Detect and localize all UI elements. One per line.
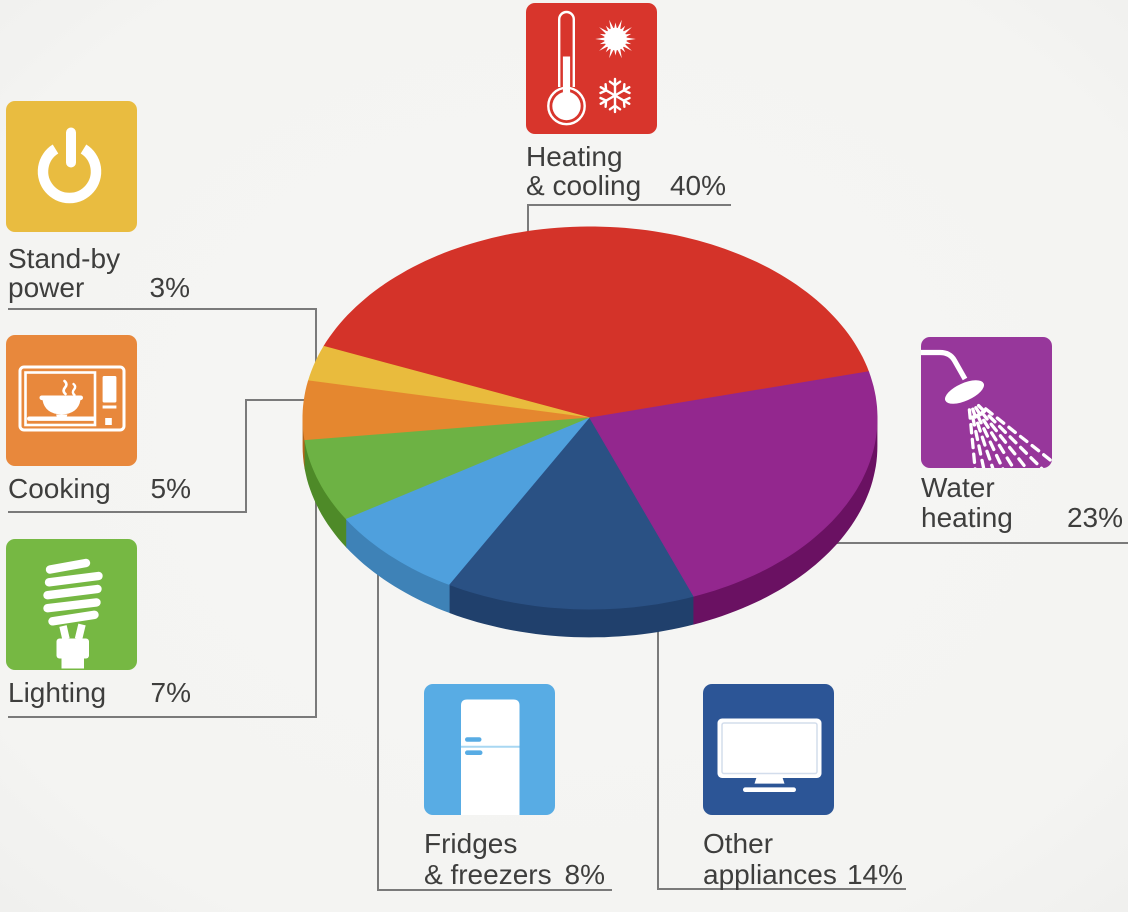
svg-text:7%: 7% — [151, 677, 191, 708]
svg-text:14%: 14% — [847, 859, 903, 890]
svg-text:3%: 3% — [150, 272, 190, 303]
svg-text:& cooling: & cooling — [526, 170, 641, 201]
svg-text:Cooking: Cooking — [8, 473, 111, 504]
svg-text:Stand-by: Stand-by — [8, 243, 120, 274]
svg-text:Water: Water — [921, 472, 995, 503]
svg-text:Other: Other — [703, 828, 773, 859]
svg-text:power: power — [8, 272, 84, 303]
svg-text:Lighting: Lighting — [8, 677, 106, 708]
svg-text:& freezers: & freezers — [424, 859, 552, 890]
svg-text:5%: 5% — [151, 473, 191, 504]
svg-text:8%: 8% — [565, 859, 605, 890]
svg-text:appliances: appliances — [703, 859, 837, 890]
svg-text:Heating: Heating — [526, 141, 623, 172]
svg-text:23%: 23% — [1067, 502, 1123, 533]
svg-text:heating: heating — [921, 502, 1013, 533]
svg-text:Fridges: Fridges — [424, 828, 517, 859]
svg-text:40%: 40% — [670, 170, 726, 201]
